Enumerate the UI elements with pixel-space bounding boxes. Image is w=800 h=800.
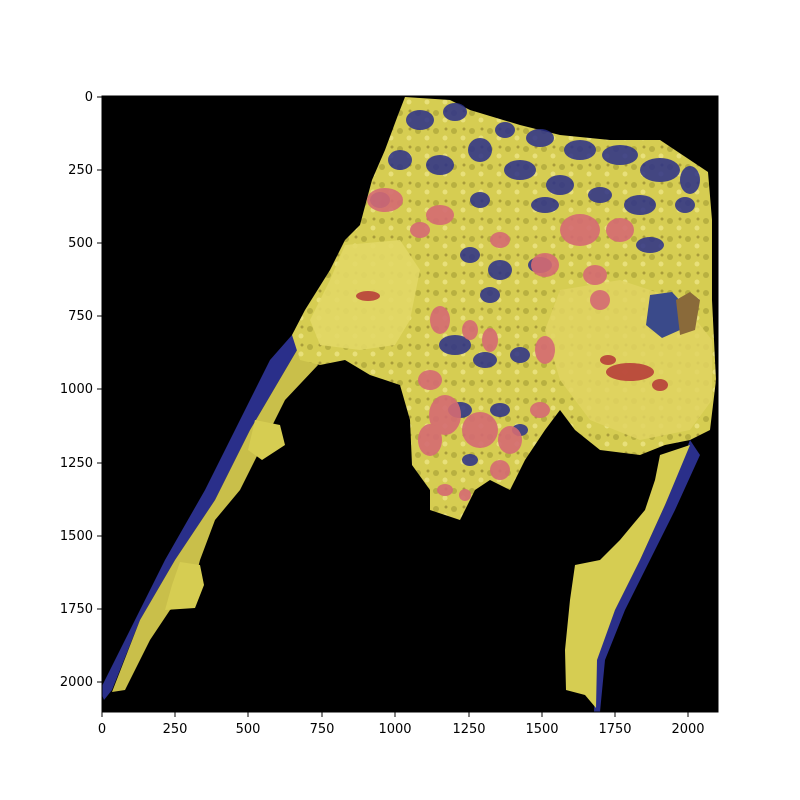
y-tick-label: 500 [68,236,93,251]
y-tick: 0 [85,90,102,105]
x-tick-label: 750 [310,722,335,737]
y-tick-label: 2000 [60,675,93,690]
tissue-strand-right [565,445,690,708]
y-tick-label: 0 [85,90,93,105]
tissue-strand-right-edge [594,440,700,712]
x-tick-label: 0 [98,722,106,737]
y-tick: 1500 [60,529,102,544]
x-tick: 1000 [378,712,412,737]
red-regions [367,188,634,501]
y-tick: 250 [68,163,102,178]
x-tick: 750 [310,712,335,737]
y-tick-label: 750 [68,309,93,324]
x-tick: 1750 [598,712,632,737]
tissue-lobe-left-lower [165,562,204,610]
x-tick: 500 [236,712,261,737]
y-tick: 2000 [60,675,102,690]
brown-patch-right [676,292,700,335]
y-tick: 750 [68,309,102,324]
plot-frame [101,95,719,713]
x-tick-label: 500 [236,722,261,737]
x-tick: 2000 [671,712,705,737]
y-axis: 0 250 500 750 1000 1250 1500 1750 2000 [60,90,102,690]
x-tick-label: 1750 [598,722,631,737]
y-tick: 1250 [60,456,102,471]
blue-regions [370,103,700,466]
y-tick-label: 1500 [60,529,93,544]
x-tick-label: 2000 [671,722,704,737]
y-tick-label: 1750 [60,602,93,617]
y-tick: 1750 [60,602,102,617]
x-axis: 0 250 500 750 1000 1250 1500 1750 2000 [98,712,705,737]
x-tick-label: 250 [163,722,188,737]
x-tick: 0 [98,712,106,737]
plot-area [101,95,719,713]
y-tick: 1000 [60,382,102,397]
tissue-image [102,97,716,712]
x-tick-label: 1500 [525,722,558,737]
x-tick: 250 [163,712,188,737]
x-tick: 1250 [452,712,486,737]
y-tick-label: 250 [68,163,93,178]
tissue-lobe-left-mid [248,420,285,460]
dark-red-regions [356,291,668,391]
blue-pool-right [646,292,684,338]
x-tick: 1500 [525,712,559,737]
y-tick: 500 [68,236,102,251]
y-tick-label: 1250 [60,456,93,471]
x-tick-label: 1250 [452,722,485,737]
tissue-strand-left-edge [102,335,300,700]
y-tick-label: 1000 [60,382,93,397]
x-tick-label: 1000 [378,722,411,737]
